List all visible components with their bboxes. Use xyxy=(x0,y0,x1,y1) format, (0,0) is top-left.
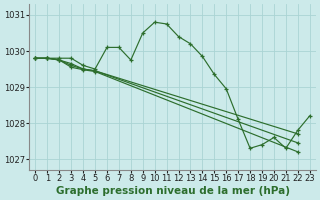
X-axis label: Graphe pression niveau de la mer (hPa): Graphe pression niveau de la mer (hPa) xyxy=(56,186,290,196)
